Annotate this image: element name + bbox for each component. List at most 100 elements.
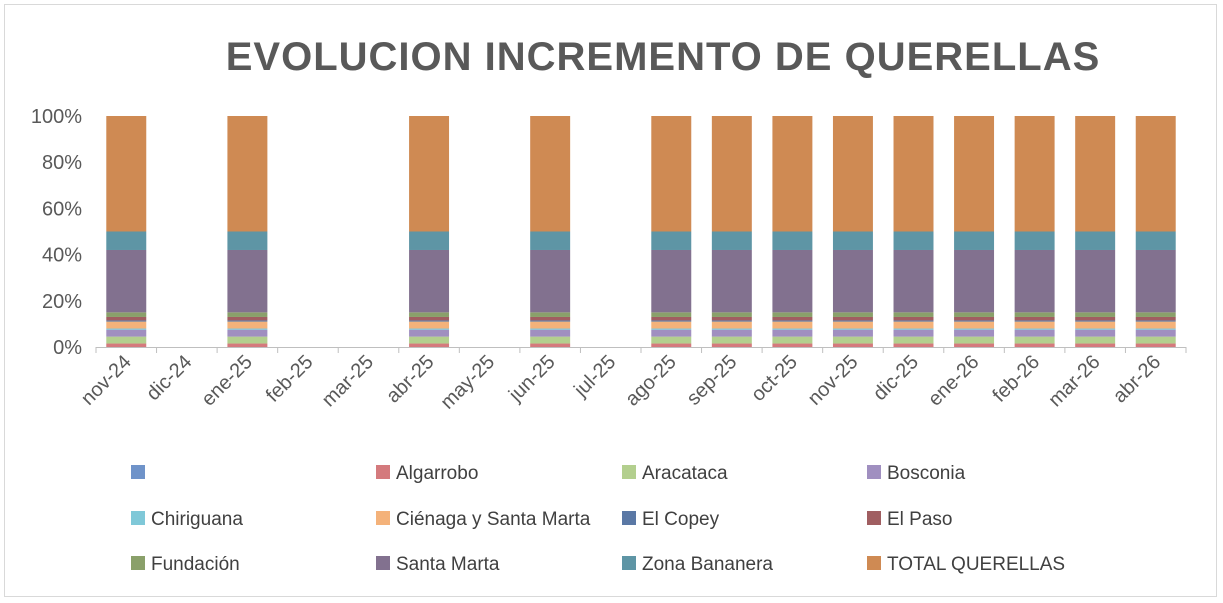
bar-segment (832, 321, 873, 329)
bar-segment (106, 116, 147, 232)
legend-label: Zona Bananera (642, 554, 773, 575)
bar-segment (832, 249, 873, 313)
bar-segment (772, 312, 813, 317)
x-tick-label: nov-24 (77, 351, 136, 410)
bar-segment (1014, 116, 1055, 232)
bar-segment (954, 312, 995, 317)
legend-swatch (867, 465, 881, 479)
legend-label: Aracataca (642, 463, 728, 484)
bar-segment (227, 328, 268, 330)
bars-layer (106, 116, 1176, 347)
bar-segment (1075, 321, 1116, 329)
legend-item: TOTAL QUERELLAS (867, 554, 1065, 575)
bar-segment (530, 321, 571, 329)
bar-segment (772, 116, 813, 232)
bar-segment (651, 328, 692, 330)
x-tick-label: jun-25 (504, 351, 560, 407)
bar-segment (711, 320, 752, 322)
x-tick-label: oct-25 (747, 351, 802, 406)
legend-swatch (376, 511, 390, 525)
bar-segment (893, 231, 934, 250)
legend-label: Algarrobo (396, 463, 478, 484)
bar-segment (1135, 321, 1176, 329)
bar-segment (954, 116, 995, 232)
bar-segment (954, 336, 995, 344)
bar-segment (227, 321, 268, 329)
bar-segment (409, 320, 450, 322)
y-tick-label: 100% (31, 106, 82, 128)
bar-segment (893, 329, 934, 337)
x-tick-label: mar-26 (1044, 351, 1104, 411)
bar-segment (106, 249, 147, 313)
bar-segment (227, 249, 268, 313)
bar-segment (832, 312, 873, 317)
bar-segment (711, 321, 752, 329)
legend-item: Aracataca (622, 463, 728, 484)
bar-segment (1135, 328, 1176, 330)
bar-segment (1075, 320, 1116, 322)
bar-segment (893, 328, 934, 330)
bar-segment (227, 336, 268, 344)
legend-swatch (867, 556, 881, 570)
x-tick-label: ene-26 (924, 351, 984, 411)
bar-segment (711, 231, 752, 250)
legend-swatch (131, 511, 145, 525)
bar-segment (772, 343, 813, 347)
bar-segment (409, 231, 450, 250)
legend-item: Zona Bananera (622, 554, 773, 575)
legend-item: Bosconia (867, 463, 966, 484)
bar-segment (227, 343, 268, 347)
bar-segment (1135, 316, 1176, 321)
bar-segment (530, 231, 571, 250)
bar-segment (106, 343, 147, 347)
legend-label: Fundación (151, 554, 240, 575)
bar-segment (772, 329, 813, 337)
bar-segment (893, 320, 934, 322)
legend-swatch (376, 556, 390, 570)
bar-segment (1135, 343, 1176, 347)
y-tick-label: 60% (42, 198, 82, 220)
bar-segment (409, 343, 450, 347)
bar-segment (409, 249, 450, 313)
y-tick-label: 20% (42, 291, 82, 313)
bar-segment (893, 116, 934, 232)
bar-segment (711, 328, 752, 330)
bar-segment (772, 321, 813, 329)
bar-segment (651, 321, 692, 329)
bar-segment (1075, 316, 1116, 321)
bar-segment (893, 336, 934, 344)
x-tick-label: mar-25 (318, 351, 378, 411)
bar-segment (711, 336, 752, 344)
bar-segment (530, 329, 571, 337)
legend-item: Algarrobo (376, 463, 478, 484)
bar-segment (1014, 249, 1055, 313)
bar-segment (711, 343, 752, 347)
bar-segment (530, 328, 571, 330)
legend-swatch (622, 511, 636, 525)
bar-segment (409, 312, 450, 317)
bar-segment (651, 316, 692, 321)
bar-segment (1075, 116, 1116, 232)
x-tick-label: feb-25 (262, 351, 318, 407)
legend-label: Santa Marta (396, 554, 500, 575)
bar-segment (954, 316, 995, 321)
bar-segment (772, 336, 813, 344)
bar-segment (227, 231, 268, 250)
bar-segment (711, 249, 752, 313)
legend-swatch (622, 465, 636, 479)
bar-segment (1075, 312, 1116, 317)
bar-segment (772, 328, 813, 330)
bar-segment (409, 329, 450, 337)
bar-segment (530, 343, 571, 347)
legend-label: Ciénaga y Santa Marta (396, 509, 591, 530)
legend-item: Chiriguana (131, 509, 243, 530)
bar-segment (1014, 321, 1055, 329)
legend-swatch (867, 511, 881, 525)
bar-segment (1135, 329, 1176, 337)
bar-segment (530, 320, 571, 322)
bar-segment (832, 116, 873, 232)
y-tick-label: 80% (42, 152, 82, 174)
bar-segment (409, 316, 450, 321)
bar-segment (1014, 231, 1055, 250)
bar-segment (893, 316, 934, 321)
